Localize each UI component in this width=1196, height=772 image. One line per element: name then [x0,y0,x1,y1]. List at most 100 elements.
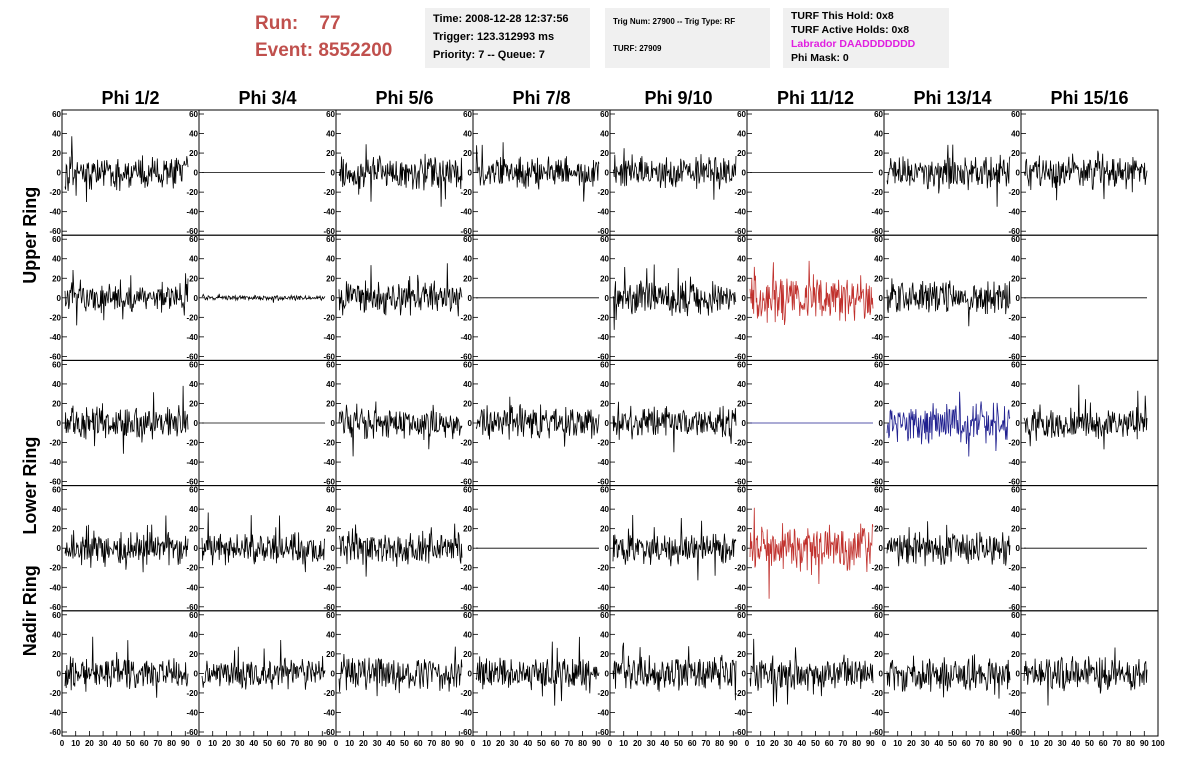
y-tick-label: -20 [460,564,472,573]
x-tick-label: 10 [345,739,354,748]
y-tick-label: 60 [189,235,198,244]
priority-text: Priority: 7 -- Queue: 7 [433,49,545,61]
y-tick-label: -60 [1008,603,1020,612]
y-tick-label: 60 [463,611,472,620]
y-tick-label: 0 [194,294,199,303]
x-tick-label: 0 [882,739,887,748]
panel-frame-r1-c6 [883,234,1022,361]
x-tick-label: 80 [441,739,450,748]
waveform-r4-c5 [749,638,874,707]
x-tick-label: 40 [112,739,121,748]
waveform-r3-c4 [612,514,737,581]
y-tick-label: 0 [605,169,610,178]
y-tick-label: -40 [1008,333,1020,342]
y-tick-label: 60 [189,360,198,369]
y-tick-label: 20 [1011,525,1020,534]
waveform-r2-c2 [338,401,463,457]
panel-frame-r2-c3 [472,359,611,487]
y-tick-label: -40 [323,708,335,717]
y-tick-label: -40 [460,208,472,217]
waveform-r4-c7 [1023,647,1148,706]
y-tick-label: 20 [326,274,335,283]
x-tick-label: 90 [1003,739,1012,748]
x-tick-label: 60 [414,739,423,748]
x-tick-label: 60 [962,739,971,748]
y-tick-label: 40 [189,255,198,264]
y-tick-label: 60 [1011,360,1020,369]
waveform-r2-c4 [612,401,737,453]
y-tick-label: -20 [186,564,198,573]
waveform-r4-c1 [201,639,326,690]
y-tick-label: 60 [600,360,609,369]
y-tick-label: -20 [49,689,61,698]
y-tick-label: 40 [463,380,472,389]
y-tick-label: 40 [600,380,609,389]
y-tick-label: -60 [323,603,335,612]
y-tick-label: 60 [326,486,335,495]
y-tick-label: -60 [186,352,198,361]
x-tick-label: 0 [334,739,339,748]
y-tick-label: 0 [57,544,62,553]
x-tick-label: 70 [838,739,847,748]
y-tick-label: 0 [57,419,62,428]
x-tick-label: 90 [455,739,464,748]
x-tick-label: 20 [1044,739,1053,748]
run-value: 77 [319,13,341,34]
y-tick-label: -20 [460,439,472,448]
waveform-r0-c4 [612,148,737,200]
y-tick-label: 0 [331,419,336,428]
y-tick-label: -40 [597,583,609,592]
y-tick-label: 20 [600,149,609,158]
waveform-r1-c1 [201,293,326,303]
y-tick-label: -20 [871,564,883,573]
x-tick-label: 20 [496,739,505,748]
x-tick-label: 30 [373,739,382,748]
y-tick-label: 20 [737,525,746,534]
y-tick-label: 40 [52,255,61,264]
y-tick-label: -60 [734,728,746,737]
x-tick-label: 60 [688,739,697,748]
y-tick-label: -20 [49,313,61,322]
y-tick-label: 40 [189,130,198,139]
run-line: Run: 77 [255,10,392,37]
run-event-info: Run: 77 Event: 8552200 [255,10,392,64]
y-tick-label: 60 [52,486,61,495]
x-tick-label: 30 [510,739,519,748]
y-tick-label: -20 [49,439,61,448]
x-tick-label: 50 [263,739,272,748]
y-tick-label: -40 [1008,583,1020,592]
column-title-5: Phi 9/10 [644,88,712,108]
x-tick-label: 80 [989,739,998,748]
y-tick-label: -60 [49,227,61,236]
y-tick-label: 40 [600,130,609,139]
y-tick-label: 40 [326,130,335,139]
y-tick-label: 60 [600,486,609,495]
y-tick-label: -60 [186,728,198,737]
x-tick-label: 0 [60,739,65,748]
y-tick-label: -40 [323,583,335,592]
x-tick-label: 40 [523,739,532,748]
x-tick-label: 70 [427,739,436,748]
y-tick-label: 40 [463,130,472,139]
y-tick-label: -20 [871,689,883,698]
y-tick-label: -60 [1008,728,1020,737]
y-tick-label: 60 [737,360,746,369]
y-tick-label: 20 [600,399,609,408]
y-tick-label: -60 [460,352,472,361]
y-tick-label: 20 [463,274,472,283]
y-tick-label: 60 [1011,486,1020,495]
x-tick-label: 30 [921,739,930,748]
y-tick-label: -20 [597,313,609,322]
x-tick-label: 50 [126,739,135,748]
y-tick-label: -60 [49,728,61,737]
x-tick-label: 20 [907,739,916,748]
y-tick-label: -20 [1008,313,1020,322]
x-tick-label: 30 [784,739,793,748]
y-tick-label: 20 [737,274,746,283]
x-tick-label: 30 [99,739,108,748]
y-tick-label: 0 [605,544,610,553]
y-tick-label: -20 [734,188,746,197]
y-tick-label: -40 [49,458,61,467]
y-tick-label: 20 [326,650,335,659]
